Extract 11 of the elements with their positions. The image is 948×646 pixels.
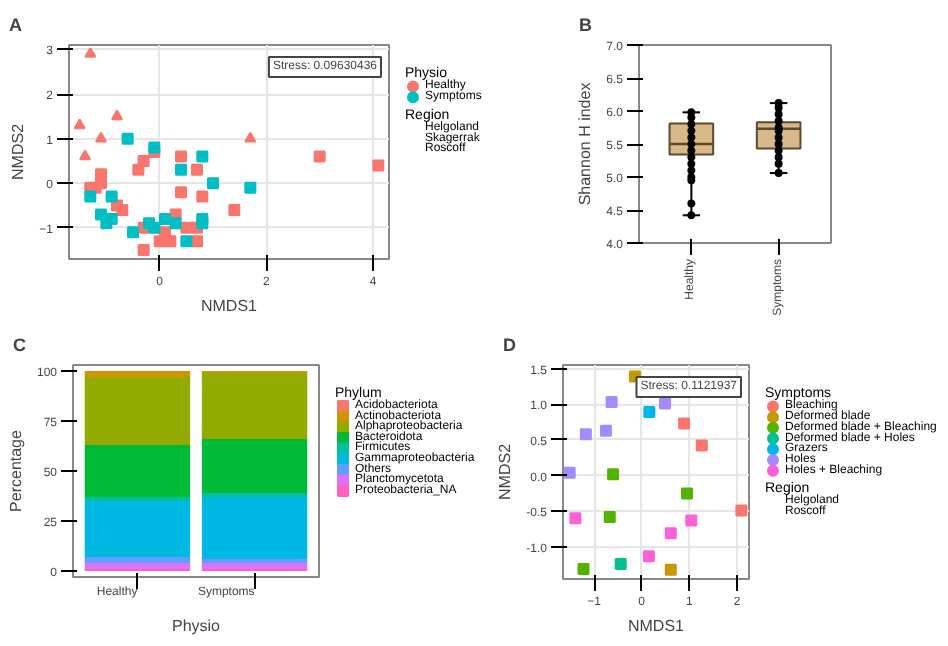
x-axis-title: Physio [171, 617, 222, 635]
y-axis-title: NMDS2 [9, 122, 28, 180]
x-axis-title: NMDS1 [201, 297, 259, 315]
x-axis-title: NMDS1 [628, 617, 686, 635]
y-axis-title: Shannon H index [576, 82, 595, 206]
y-axis-title: Percentage [6, 428, 25, 512]
chart-title: C [13, 335, 27, 355]
chart-title: D [503, 335, 517, 355]
chart-title: A [9, 15, 23, 35]
chart-title: B [579, 15, 593, 35]
y-axis-title: NMDS2 [496, 442, 515, 500]
